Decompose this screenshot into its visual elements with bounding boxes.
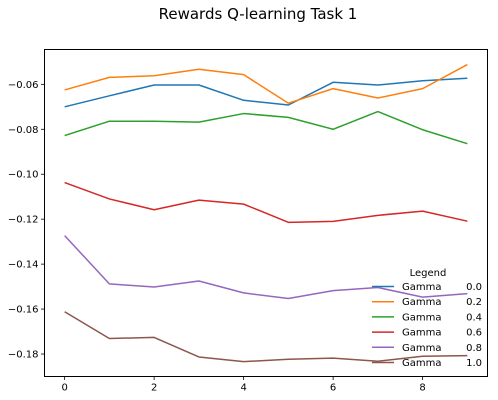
series-line-1 xyxy=(64,63,468,104)
y-tick-label: −0.14 xyxy=(8,260,39,271)
legend-label: Gamma xyxy=(402,312,442,323)
legend-label: Gamma xyxy=(402,358,442,369)
legend-value: 0.6 xyxy=(466,328,482,339)
legend-label: Gamma xyxy=(402,297,442,308)
x-axis: 0 2 4 6 8 xyxy=(61,376,426,394)
chart-title: Rewards Q-learning Task 1 xyxy=(159,5,358,23)
legend-title: Legend xyxy=(410,268,447,279)
legend-label: Gamma xyxy=(402,343,442,354)
y-tick-label: −0.16 xyxy=(8,305,39,316)
x-tick-label: 2 xyxy=(151,383,157,394)
legend-value: 0.4 xyxy=(466,312,482,323)
series-line-2 xyxy=(64,110,468,145)
y-axis: −0.18 −0.16 −0.14 −0.12 −0.10 −0.08 −0.06 xyxy=(8,80,45,361)
series-line-3 xyxy=(64,181,468,224)
plot-frame xyxy=(44,49,488,377)
x-tick-label: 0 xyxy=(61,383,67,394)
series-line-4 xyxy=(64,235,468,300)
x-tick-label: 8 xyxy=(419,383,425,394)
x-tick-label: 6 xyxy=(330,383,336,394)
legend-value: 1.0 xyxy=(466,358,482,369)
legend-label: Gamma xyxy=(402,328,442,339)
legend-value: 0.8 xyxy=(466,343,482,354)
x-tick-label: 4 xyxy=(240,383,246,394)
series-line-5 xyxy=(64,311,468,363)
y-tick-label: −0.06 xyxy=(8,80,39,91)
legend-value: 0.0 xyxy=(466,282,482,293)
series-layer xyxy=(64,63,468,363)
legend: Legend Gamma 0.0 Gamma 0.2 Gamma 0.4 Gamma 0.6 Ga… xyxy=(372,268,482,369)
legend-label: Gamma xyxy=(402,282,442,293)
legend-value: 0.2 xyxy=(466,297,482,308)
y-tick-label: −0.18 xyxy=(8,350,39,361)
y-tick-label: −0.10 xyxy=(8,170,39,181)
series-line-0 xyxy=(64,77,468,108)
y-tick-label: −0.12 xyxy=(8,215,39,226)
y-tick-label: −0.08 xyxy=(8,125,39,136)
